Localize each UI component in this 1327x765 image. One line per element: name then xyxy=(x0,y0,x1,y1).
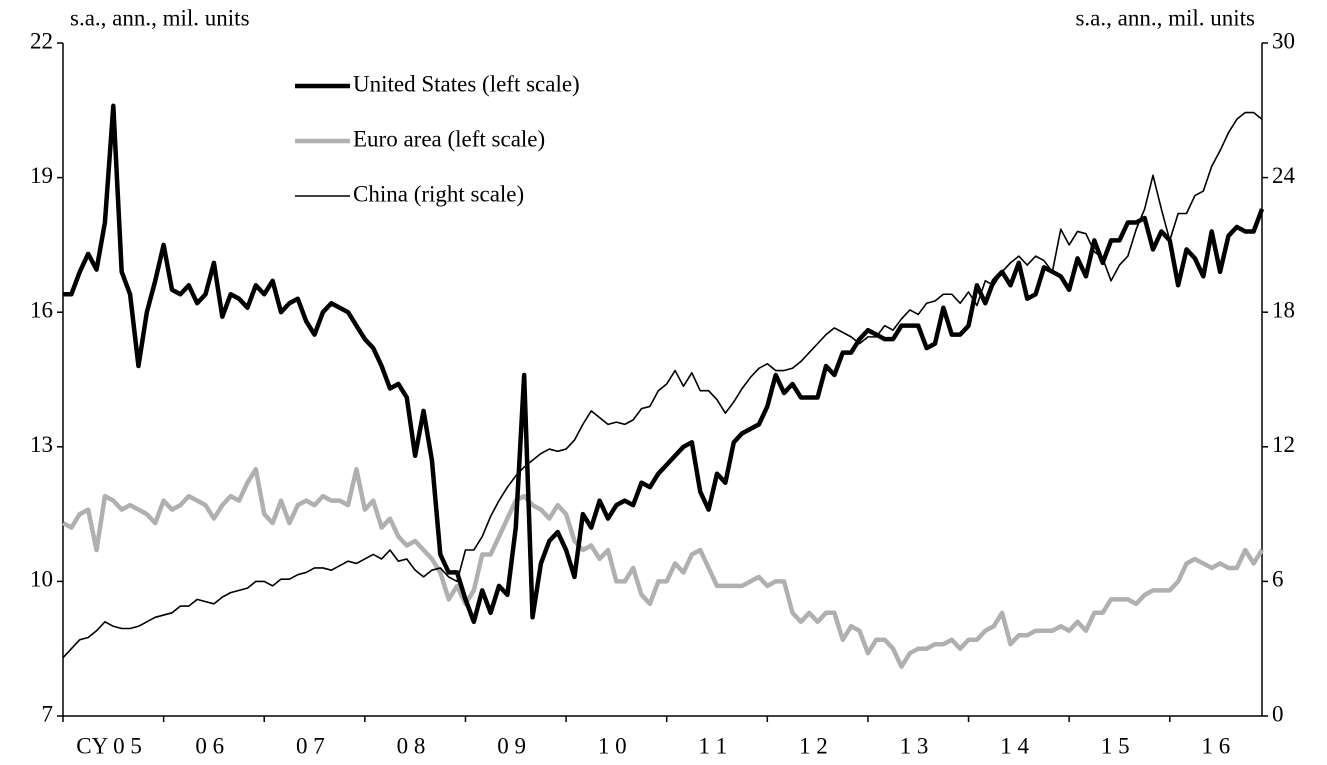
x-tick-label: 1 6 xyxy=(1202,733,1231,758)
y-tick-label: 7 xyxy=(42,701,54,726)
x-tick-label: 0 8 xyxy=(397,733,426,758)
y2-tick-label: 24 xyxy=(1272,163,1296,188)
legend-label: China (right scale) xyxy=(353,181,524,206)
y2-tick-label: 12 xyxy=(1272,432,1295,457)
series-line xyxy=(61,466,1264,669)
y-tick-label: 13 xyxy=(30,432,53,457)
x-tick-label: 0 6 xyxy=(195,733,224,758)
y2-tick-label: 6 xyxy=(1272,567,1284,592)
y-tick-label: 16 xyxy=(30,297,53,322)
y-tick-label: 10 xyxy=(30,567,53,592)
series-line xyxy=(63,103,1265,625)
y2-tick-label: 18 xyxy=(1272,297,1295,322)
y2-axis-label: s.a., ann., mil. units xyxy=(1075,5,1255,30)
x-tick-label: 1 4 xyxy=(1000,733,1029,758)
x-tick-label: CY 0 5 xyxy=(76,733,142,758)
y2-tick-label: 0 xyxy=(1272,701,1284,726)
y2-tick-label: 30 xyxy=(1272,28,1295,53)
legend-label: Euro area (left scale) xyxy=(353,126,545,151)
x-tick-label: 1 3 xyxy=(900,733,929,758)
y-tick-label: 19 xyxy=(30,163,53,188)
y-tick-label: 22 xyxy=(30,28,53,53)
x-tick-label: 1 5 xyxy=(1101,733,1130,758)
x-tick-label: 1 1 xyxy=(698,733,727,758)
x-tick-label: 1 0 xyxy=(598,733,627,758)
series-line xyxy=(62,111,1263,659)
x-tick-label: 1 2 xyxy=(799,733,828,758)
legend-label: United States (left scale) xyxy=(353,71,580,96)
y-axis-label: s.a., ann., mil. units xyxy=(70,5,250,30)
x-tick-label: 0 9 xyxy=(497,733,526,758)
x-tick-label: 0 7 xyxy=(296,733,325,758)
